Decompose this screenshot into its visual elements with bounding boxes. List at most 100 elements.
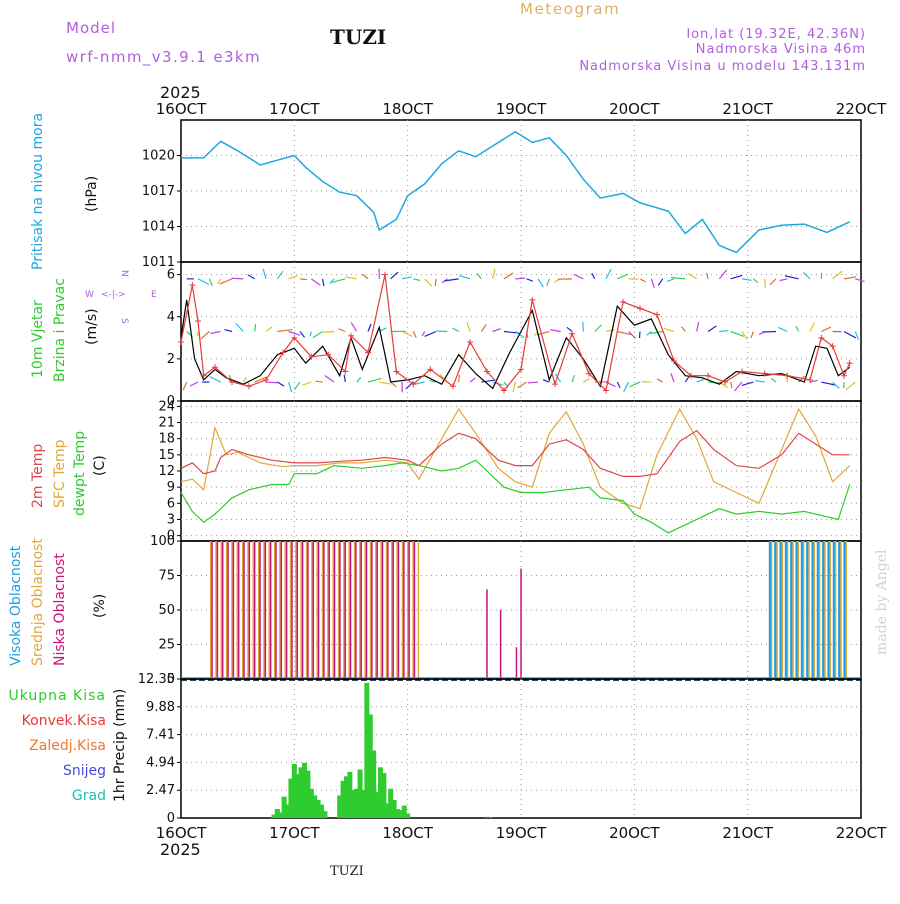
wind-barb — [255, 324, 256, 332]
wind-title-1: 10m Vjetar — [30, 300, 46, 378]
time-tick-label: 18OCT — [382, 824, 433, 842]
y-tick-label: 3 — [167, 512, 175, 527]
wind-barb — [453, 328, 459, 332]
wind-barb — [477, 274, 481, 279]
wind-barb — [345, 277, 356, 279]
wind-barb — [810, 380, 818, 382]
wind-barb — [220, 279, 232, 284]
mid-cloud-title: Srednja Oblacnost — [30, 538, 46, 666]
wind-barb — [592, 273, 595, 279]
wind-barb — [313, 332, 323, 338]
wind-barb — [422, 332, 424, 337]
y-tick-label: 21 — [158, 416, 175, 431]
wind-gust-marker — [569, 331, 575, 337]
elevation-label: Nadmorska Visina 46m — [696, 42, 866, 57]
cloud-ylabel: (%) — [92, 594, 108, 618]
t2m-title: 2m Temp — [30, 444, 46, 508]
wind-barb — [323, 279, 324, 286]
y-tick-label: 75 — [158, 569, 175, 584]
y-tick-label: 4.94 — [146, 755, 175, 770]
lonlat-label: lon,lat (19.32E, 42.36N) — [686, 27, 866, 42]
wind-barb — [289, 382, 292, 392]
precip-snow-label: Snijeg — [63, 763, 106, 779]
wind-barb — [243, 377, 246, 382]
wind-barb — [467, 322, 470, 331]
wind-barb — [855, 332, 858, 340]
wind-barb — [232, 278, 244, 279]
wind-barb — [437, 331, 448, 332]
wind-barb — [697, 379, 704, 382]
y-tick-label: 12.35 — [138, 672, 175, 687]
wind-barb — [778, 327, 787, 331]
wind-barb — [708, 326, 716, 332]
y-tick-label: 0 — [167, 811, 175, 826]
y-tick-label: 9.88 — [146, 700, 175, 715]
y-tick-label: 6 — [167, 268, 175, 283]
wind-gust-marker — [467, 339, 473, 345]
y-tick-label: 4 — [167, 310, 175, 325]
y-tick-label: 24 — [158, 399, 175, 414]
wind-gust-marker — [529, 297, 535, 303]
pressure-ylabel: (hPa) — [84, 176, 100, 212]
y-tick-label: 2.47 — [146, 783, 175, 798]
wind-barb — [513, 382, 515, 392]
high-cloud-title: Visoka Oblacnost — [8, 545, 24, 666]
wind-barb — [765, 279, 766, 288]
wind-barb — [248, 275, 255, 279]
precip-bar — [405, 813, 410, 818]
wind-speed-line — [181, 300, 850, 389]
wind-barb — [731, 275, 743, 278]
wind-gust-marker — [739, 369, 745, 375]
y-tick-label: 9 — [167, 480, 175, 495]
wind-dir-n: N — [119, 270, 129, 277]
wind-dir-e: E — [151, 290, 157, 300]
wind-barb — [310, 332, 311, 337]
wind-barb — [263, 269, 266, 279]
wind-barb — [617, 274, 627, 279]
wind-barb — [681, 327, 685, 332]
wind-barb — [325, 375, 334, 382]
y-tick-label: 25 — [158, 638, 175, 653]
y-tick-label: 2 — [167, 352, 175, 367]
wind-barb — [657, 379, 663, 382]
time-tick-label: 22OCT — [836, 100, 887, 118]
wind-gust-marker — [178, 339, 184, 345]
wind-barb — [753, 279, 758, 283]
wind-barb — [731, 382, 732, 388]
station-title: TUZI — [330, 25, 386, 49]
sfc-temp-line — [181, 409, 850, 509]
wind-barb — [821, 327, 831, 331]
wind-barb — [379, 382, 390, 384]
wind-barb — [624, 382, 629, 392]
wind-barb — [855, 279, 864, 282]
wind-barb — [639, 332, 640, 339]
wind-barb — [391, 382, 397, 387]
wind-barb — [351, 323, 356, 332]
wind-barb — [402, 277, 411, 279]
wind-barb — [846, 382, 856, 390]
precip-ylabel: 1hr Precip (mm) — [112, 689, 128, 802]
time-tick-label: 19OCT — [496, 100, 547, 118]
sfc-title: SFC Temp — [52, 439, 68, 508]
precip-total-label: Ukupna Kisa — [8, 688, 106, 704]
wind-barb — [190, 382, 198, 386]
time-tick-label: 22OCT — [836, 824, 887, 842]
wind-barb — [810, 322, 814, 331]
wind-barb — [651, 279, 654, 288]
wind-barb — [210, 332, 220, 334]
wind-barb — [493, 329, 501, 332]
y-tick-label: 1014 — [142, 220, 175, 235]
wind-barb — [330, 279, 334, 284]
wind-barb — [707, 273, 708, 279]
y-tick-label: 1020 — [142, 149, 175, 164]
svg-text:<-|->: <-|-> — [101, 290, 126, 300]
wind-barb — [751, 332, 753, 338]
time-tick-label: 18OCT — [382, 100, 433, 118]
wind-barb — [770, 279, 776, 285]
